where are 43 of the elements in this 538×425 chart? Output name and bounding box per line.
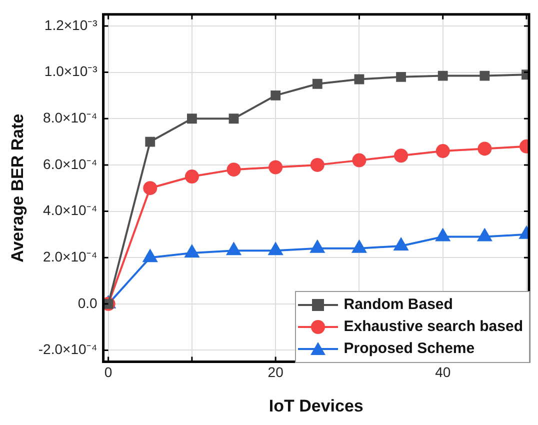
- point: [226, 162, 241, 177]
- point: [436, 144, 450, 158]
- point: [184, 170, 199, 184]
- point: [354, 74, 364, 84]
- y-tick-label: 1.0×10⁻³: [44, 63, 98, 80]
- point: [184, 244, 200, 258]
- legend-label: Proposed Scheme: [344, 339, 475, 359]
- y-axis-title: Average BER Rate: [8, 114, 27, 262]
- point: [438, 70, 448, 81]
- y-tick-label: 1.2×10⁻³: [44, 16, 98, 33]
- y-tick-label: 2.0×10⁻⁴: [43, 248, 98, 264]
- point: [142, 248, 158, 262]
- y-tick-label: -2.0×10⁻⁴: [38, 341, 98, 358]
- point: [268, 160, 283, 174]
- point: [228, 114, 239, 124]
- y-tick-label: 4.0×10⁻⁴: [43, 202, 98, 218]
- point: [435, 228, 451, 242]
- point: [394, 148, 408, 163]
- point: [270, 90, 281, 100]
- point: [312, 78, 322, 89]
- y-tick-label: 8.0×10⁻⁴: [43, 109, 98, 126]
- x-axis-title: IoT Devices: [268, 396, 364, 416]
- point: [351, 239, 368, 253]
- y-tick-label: 6.0×10⁻⁴: [43, 156, 98, 172]
- point: [143, 181, 158, 196]
- point: [396, 72, 406, 82]
- point: [310, 239, 326, 253]
- x-tick-label: 0: [104, 364, 112, 380]
- point: [393, 237, 409, 250]
- point: [186, 114, 197, 124]
- legend-label: Random Based: [344, 295, 453, 315]
- x-tick-label: 20: [268, 364, 284, 380]
- point: [226, 242, 242, 256]
- point: [268, 242, 284, 256]
- point: [352, 153, 366, 168]
- point: [310, 158, 324, 172]
- x-tick-label: 40: [435, 364, 451, 380]
- point: [480, 70, 490, 81]
- legend-label: Exhaustive search based: [344, 317, 523, 337]
- point: [478, 142, 492, 156]
- point: [145, 136, 156, 147]
- point: [476, 228, 492, 242]
- y-tick-label: 0.0: [78, 294, 98, 311]
